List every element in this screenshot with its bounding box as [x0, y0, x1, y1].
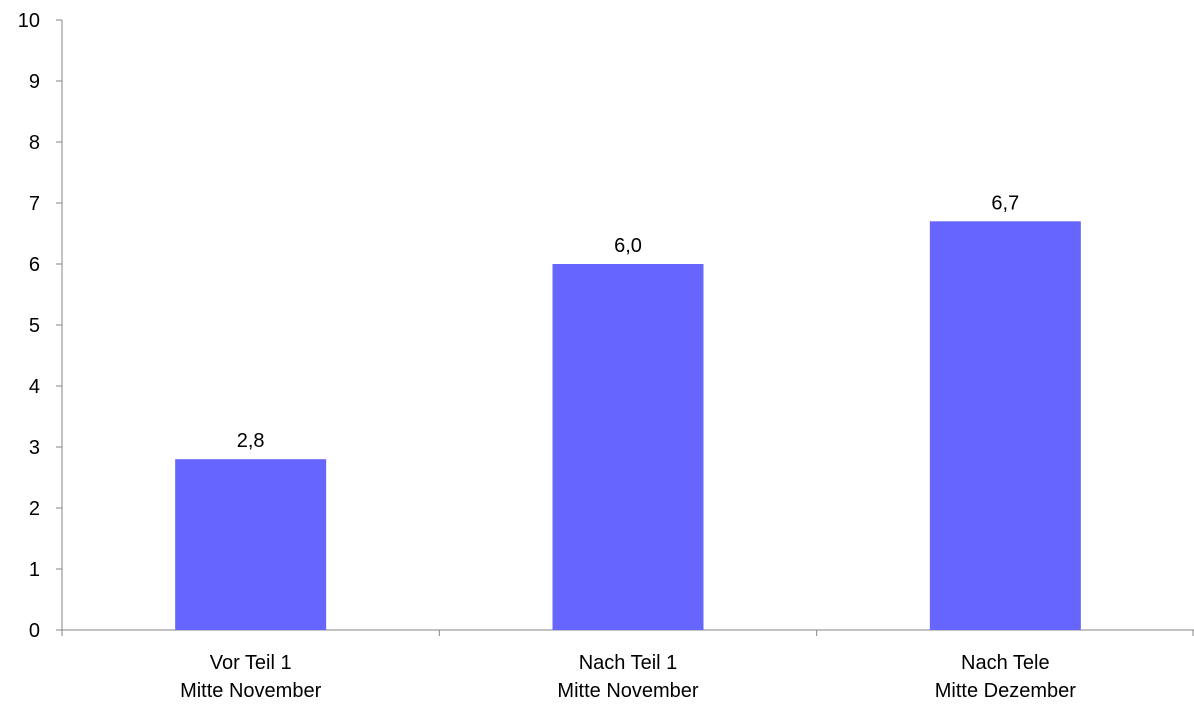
- category-label: Nach Teil 1: [579, 652, 678, 674]
- bar: [175, 459, 327, 630]
- y-tick-label: 7: [29, 193, 40, 215]
- y-tick-label: 5: [29, 315, 40, 337]
- y-tick-label: 9: [29, 71, 40, 93]
- y-axis: 0 1 2 3 4 5 6 7 8 9 10: [18, 10, 63, 642]
- y-tick-label: 2: [29, 498, 40, 520]
- y-tick-label: 6: [29, 254, 40, 276]
- category-label: Mitte November: [557, 680, 698, 702]
- data-label: 2,8: [237, 430, 265, 452]
- y-tick-label: 0: [29, 620, 40, 642]
- y-tick-label: 1: [29, 559, 40, 581]
- data-labels: 2,8 6,0 6,7: [237, 192, 1019, 452]
- bars: [175, 221, 1081, 631]
- y-tick-label: 3: [29, 437, 40, 459]
- y-tick-label: 4: [29, 376, 40, 398]
- category-label: Mitte November: [180, 680, 321, 702]
- category-label: Mitte Dezember: [935, 680, 1076, 702]
- category-label: Vor Teil 1: [210, 652, 292, 674]
- bar: [929, 221, 1081, 631]
- data-label: 6,7: [991, 192, 1019, 214]
- bar: [552, 264, 704, 630]
- x-axis: Vor Teil 1 Mitte November Nach Teil 1 Mitte…: [61, 629, 1194, 702]
- category-label: Nach Tele: [961, 652, 1050, 674]
- data-label: 6,0: [614, 235, 642, 257]
- y-tick-label: 8: [29, 132, 40, 154]
- y-tick-label: 10: [18, 10, 40, 32]
